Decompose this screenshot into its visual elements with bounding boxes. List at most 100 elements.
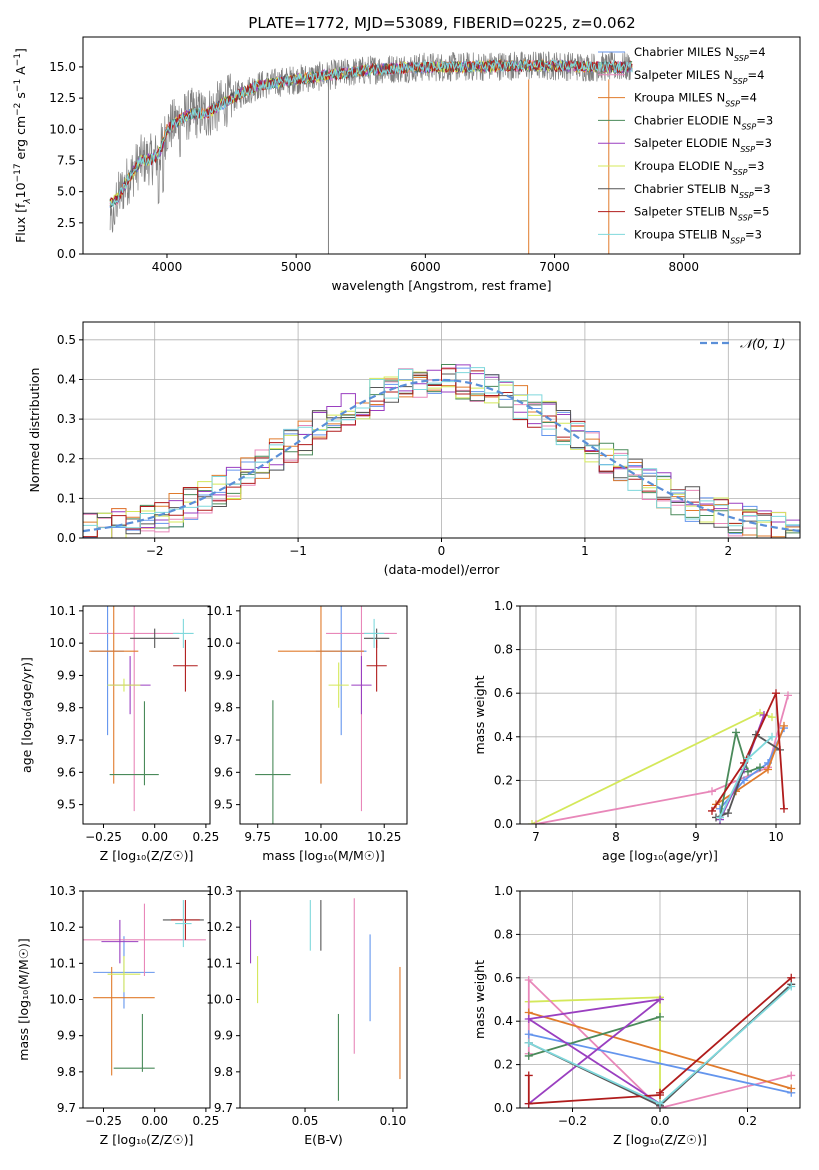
- y-tick-label: 0.0: [494, 1101, 513, 1115]
- legend-n-sub: SSP: [733, 76, 748, 85]
- y-axis-label: age [log₁₀(age/yr)]: [19, 657, 34, 773]
- x-tick-label: 9: [692, 830, 700, 844]
- weight-point-marker: [656, 1012, 664, 1021]
- x-tick-label: 8: [612, 830, 620, 844]
- errorbar-point: [107, 678, 141, 692]
- y-tick-label: 10.0: [206, 993, 233, 1007]
- y-tick-label: 9.6: [214, 765, 233, 779]
- y-tick-label: 0.6: [494, 686, 513, 700]
- errorbar-point: [326, 606, 397, 812]
- y-tick-label: 10.1: [206, 604, 233, 618]
- weight-point-marker: [656, 1099, 664, 1108]
- y-tick-label: 0.4: [494, 730, 513, 744]
- x-axis-label: mass [log₁₀(M/M☉)]: [262, 848, 384, 863]
- weight-point-marker: [708, 806, 716, 815]
- y-axis-label-part: A: [13, 66, 28, 79]
- x-tick-label: −0.25: [85, 1114, 122, 1128]
- weight-series-line: [719, 732, 761, 818]
- legend-n-eq: =: [749, 45, 759, 59]
- panel-weight_vs_Z: −0.2 0.0 0.2 0.0 0.2 0.4 0.6 0.8 1.0 Z [log₁₀(Z/Z…: [472, 884, 801, 1147]
- weight-point-marker: [768, 732, 776, 741]
- plot-area: [520, 891, 800, 1108]
- x-tick-label: 10.00: [304, 830, 338, 844]
- weight-point-marker: [780, 721, 788, 730]
- y-tick-label: 10.2: [206, 920, 233, 934]
- legend-n-value: 4: [757, 68, 764, 82]
- weight-point-marker: [787, 1084, 796, 1093]
- weight-point-marker: [740, 776, 748, 785]
- y-axis-label: mass [log₁₀(M/M☉)]: [16, 938, 31, 1060]
- weight-point-marker: [787, 973, 796, 982]
- y-axis-label-part: −2: [13, 103, 23, 116]
- x-tick-label: 0.25: [193, 1114, 220, 1128]
- weight-series-line: [528, 1033, 792, 1094]
- weight-point-marker: [656, 1088, 664, 1097]
- y-tick-label: 10.2: [49, 920, 76, 934]
- y-tick-label: 0.5: [57, 333, 76, 347]
- y-axis-label-part: s: [13, 92, 28, 103]
- y-tick-label: 0.2: [494, 1058, 513, 1072]
- legend-label: Kroupa ELODIE: [634, 159, 720, 173]
- x-tick-label: 0: [438, 544, 446, 558]
- plot-area: [83, 322, 800, 538]
- y-tick-label: 0.8: [494, 643, 513, 657]
- weight-point-marker: [744, 754, 752, 763]
- weight-point-marker: [656, 995, 664, 1004]
- y-tick-label: 0.4: [494, 1014, 513, 1028]
- x-tick-label: 8000: [668, 260, 699, 274]
- weight-series-line: [528, 1011, 792, 1090]
- legend-n-value: 3: [757, 159, 764, 173]
- plot-area: [109, 51, 633, 254]
- errorbar-point: [328, 662, 349, 708]
- y-tick-label: 9.6: [57, 765, 76, 779]
- legend-n-sub: SSP: [740, 145, 755, 154]
- y-tick-label: 9.7: [214, 1101, 233, 1115]
- y-axis-label-part: ]: [13, 48, 28, 53]
- errorbar-point: [171, 900, 200, 940]
- x-axis-label: Z [log₁₀(Z/Z☉)]: [613, 1132, 707, 1147]
- weight-point-marker: [528, 820, 536, 824]
- errorbar-point: [255, 700, 291, 824]
- y-tick-label: 9.8: [214, 1065, 233, 1079]
- legend-n-sub: SSP: [725, 99, 740, 108]
- y-tick-label: 0.3: [57, 412, 76, 426]
- errorbar-point: [366, 639, 387, 692]
- gaussian-curve: [83, 378, 800, 533]
- plot-area: [249, 898, 401, 1101]
- x-tick-label: 7: [532, 830, 540, 844]
- legend-n-value: 3: [763, 182, 770, 196]
- x-tick-label: −1: [289, 544, 307, 558]
- legend-n-value: 3: [765, 136, 772, 150]
- x-axis-label: Z [log₁₀(Z/Z☉)]: [100, 1132, 194, 1147]
- x-axis-label: Z [log₁₀(Z/Z☉)]: [100, 848, 194, 863]
- x-tick-label: 9.75: [244, 830, 271, 844]
- weight-point-marker: [524, 1015, 533, 1024]
- y-axis-label: Flux [fλ10−17 erg cm−2 s−1 A−1]: [13, 48, 33, 243]
- model-spectrum-line: [109, 59, 633, 208]
- legend-n-eq: =: [745, 227, 755, 241]
- weight-point-marker: [764, 765, 772, 774]
- weight-series-line: [526, 998, 664, 1105]
- axes-frame: [82, 605, 211, 825]
- errorbar-point: [107, 956, 141, 993]
- legend-entry: Salpeter ELODIE NSSP=3: [634, 136, 772, 154]
- legend-n-eq: =: [747, 68, 757, 82]
- weight-point-marker: [524, 975, 533, 984]
- y-tick-label: 9.9: [57, 1029, 76, 1043]
- residual-histogram-step: [83, 367, 800, 529]
- axes-frame: [239, 605, 408, 825]
- weight-point-marker: [524, 1030, 533, 1039]
- y-axis-label-part: −1: [13, 79, 23, 92]
- x-axis-label: age [log₁₀(age/yr)]: [602, 848, 718, 863]
- y-tick-label: 15.0: [49, 60, 76, 74]
- y-tick-label: 10.3: [49, 884, 76, 898]
- legend-label: Salpeter STELIB: [634, 205, 725, 219]
- y-tick-label: 1.0: [494, 599, 513, 613]
- weight-series-line: [711, 692, 785, 812]
- legend-n-prefix: N: [732, 136, 741, 150]
- weight-series-line: [715, 725, 785, 806]
- y-tick-label: 10.1: [206, 956, 233, 970]
- x-tick-label: 4000: [152, 260, 183, 274]
- y-tick-label: 0.0: [57, 531, 76, 545]
